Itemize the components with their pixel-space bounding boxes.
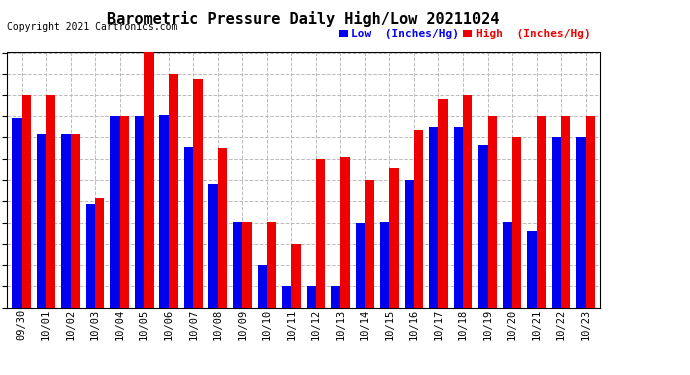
Bar (389, 168, 399, 308)
Bar (478, 145, 488, 308)
Bar (438, 99, 448, 308)
Bar (61, 134, 70, 308)
Bar (193, 79, 203, 308)
Bar (169, 74, 178, 308)
Bar (576, 137, 586, 308)
Bar (527, 231, 537, 308)
Bar (110, 116, 119, 308)
Bar (365, 180, 374, 308)
Bar (503, 222, 512, 308)
Bar (429, 127, 438, 308)
Bar (46, 95, 55, 308)
Text: Barometric Pressure Daily High/Low 20211024: Barometric Pressure Daily High/Low 20211… (108, 11, 500, 27)
Bar (95, 198, 104, 308)
Bar (233, 222, 242, 308)
Bar (404, 180, 414, 308)
Bar (306, 286, 316, 308)
Bar (135, 116, 144, 308)
Bar (267, 222, 276, 308)
Bar (119, 116, 129, 308)
Bar (331, 286, 340, 308)
Bar (463, 95, 472, 308)
Bar (414, 130, 423, 308)
Bar (37, 134, 46, 308)
Bar (586, 116, 595, 308)
Bar (561, 116, 571, 308)
Bar (316, 159, 325, 308)
Bar (21, 95, 31, 308)
Bar (537, 116, 546, 308)
Bar (282, 286, 291, 308)
Bar (144, 53, 154, 308)
Bar (291, 244, 301, 308)
Bar (218, 148, 227, 308)
Bar (70, 134, 80, 308)
Text: Copyright 2021 Cartronics.com: Copyright 2021 Cartronics.com (7, 22, 177, 32)
Legend: Low  (Inches/Hg), High  (Inches/Hg): Low (Inches/Hg), High (Inches/Hg) (334, 25, 595, 44)
Bar (512, 137, 522, 308)
Bar (86, 204, 95, 308)
Bar (488, 116, 497, 308)
Bar (184, 147, 193, 308)
Bar (208, 184, 218, 308)
Bar (12, 118, 21, 308)
Bar (340, 158, 350, 308)
Bar (159, 115, 169, 308)
Bar (552, 137, 561, 308)
Bar (242, 222, 252, 308)
Bar (257, 265, 267, 308)
Bar (355, 223, 365, 308)
Bar (453, 127, 463, 308)
Bar (380, 222, 389, 308)
